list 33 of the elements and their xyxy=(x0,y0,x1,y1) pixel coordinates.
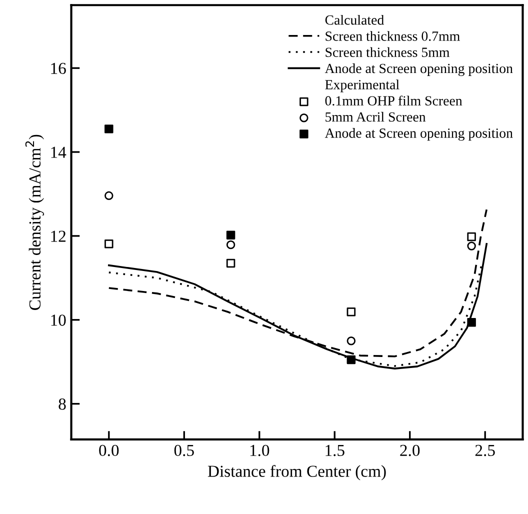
annotation: Experimental xyxy=(325,80,400,92)
point xyxy=(467,232,476,242)
y-tick-label: 14 xyxy=(51,146,66,158)
legend-label: 0.1mm OHP film Screen xyxy=(325,96,462,106)
legend-label: Anode at Screen opening position xyxy=(324,128,513,141)
y-tick-label: 8 xyxy=(58,398,66,410)
y-tick-label: 12 xyxy=(51,230,66,242)
point xyxy=(346,336,356,346)
legend-label: Screen thickness 0.7mm xyxy=(326,31,460,41)
point xyxy=(346,355,356,364)
y-axis-title: Current density (mA/cm$^{2}$) xyxy=(25,134,44,310)
y-tick-label: 10 xyxy=(51,314,66,326)
x-tick-label: 0.5 xyxy=(174,444,194,456)
point xyxy=(467,242,476,250)
point xyxy=(226,230,236,240)
point xyxy=(226,258,236,268)
legend-label: Screen thickness 5mm xyxy=(326,47,450,58)
x-tick-label: 2.0 xyxy=(400,444,420,456)
point xyxy=(226,240,236,250)
point xyxy=(467,318,476,327)
legend-label: 5mm Acril Screen xyxy=(326,112,426,122)
annotation: Calculated xyxy=(325,14,384,25)
point xyxy=(104,124,114,134)
x-axis-title: Distance from Center (cm) xyxy=(208,465,386,480)
x-tick-label: 0.0 xyxy=(99,444,119,456)
legend-label: Anode at Screen opening position xyxy=(324,63,513,76)
point xyxy=(346,308,356,316)
point xyxy=(104,240,114,248)
x-tick-label: 1.0 xyxy=(250,444,270,456)
y-tick-label: 16 xyxy=(51,62,66,74)
point xyxy=(104,191,114,200)
x-tick-label: 2.5 xyxy=(475,444,495,456)
x-tick-label: 1.5 xyxy=(326,444,344,456)
